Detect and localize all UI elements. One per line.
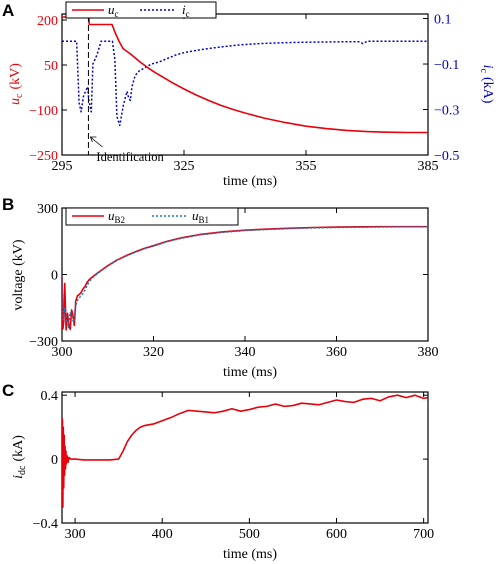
series-ub1-line	[62, 226, 428, 329]
panel-a-right-y-ticks: −0.5 −0.3 −0.1 0.1	[423, 13, 459, 164]
panel-a-y-tick-label-1: −100	[29, 104, 58, 119]
panel-letter-a: A	[2, 1, 14, 20]
series-uc-line	[62, 16, 428, 134]
panel-b-x-axis-title: time (ms)	[223, 365, 277, 380]
series-ub2-line	[62, 225, 428, 331]
panel-a-right-axis-title: ic(kA)	[478, 65, 495, 104]
panel-a-x-tick-label-2: 355	[296, 159, 317, 174]
panel-c-x-ticks: 300 400 500 600 700	[65, 392, 434, 542]
panel-a-x-ticks: 295 325 355 385	[52, 14, 439, 174]
identification-arrowhead	[89, 136, 97, 143]
panel-b-x-tick-label-1: 320	[143, 345, 164, 360]
panel-c-y-tick-label-0: −0.4	[33, 517, 58, 532]
legend-ub2-label: uB2	[108, 208, 125, 225]
panel-b-chart: 300 320 340 360 380 −300 0 300 uB2 uB1 voltage…	[11, 202, 439, 380]
panel-a-right-y-tick-label-0: −0.5	[434, 149, 459, 164]
panel-b-y-axis-title: voltage (kV)	[11, 239, 26, 310]
panel-letter-c: C	[2, 381, 14, 400]
panel-b-x-ticks: 300 320 340 360 380	[52, 208, 439, 360]
panel-c-y-axis-title: idc(kA)	[11, 435, 28, 479]
panel-b-y-tick-label-2: 300	[37, 202, 58, 217]
panel-c-x-tick-label-0: 300	[65, 527, 86, 542]
panel-c-x-tick-label-4: 700	[413, 527, 434, 542]
panel-c-y-tick-label-1: 0	[51, 453, 58, 468]
panel-a-y-tick-label-0: −250	[29, 149, 58, 164]
panel-a-right-y-tick-label-2: −0.1	[434, 58, 459, 73]
panel-a-legend: uc ic	[65, 1, 217, 19]
panel-b-x-tick-label-4: 380	[418, 345, 439, 360]
panel-a-right-y-tick-label-3: 0.1	[434, 13, 452, 28]
panel-b-y-tick-label-0: −300	[29, 335, 58, 350]
series-ic-line	[62, 40, 428, 127]
panel-a-series	[62, 16, 428, 134]
panel-c-x-tick-label-3: 600	[326, 527, 347, 542]
panel-a-frame	[61, 13, 429, 156]
panel-c-x-tick-label-1: 400	[152, 527, 173, 542]
panel-letter-b: B	[2, 195, 14, 214]
panel-c-y-ticks: −0.4 0 0.4	[33, 389, 428, 532]
panel-a-x-tick-label-0: 295	[52, 159, 73, 174]
panel-a-left-axis-title: uc(kV)	[8, 63, 25, 105]
panel-c-x-axis-title: time (ms)	[223, 547, 277, 562]
panel-a-y-tick-label-3: 200	[37, 14, 58, 29]
panel-c-series	[62, 394, 428, 508]
panel-b-series	[62, 225, 428, 331]
panel-a-left-y-ticks: −250 −100 50 200	[29, 14, 67, 164]
panel-c-y-tick-label-2: 0.4	[41, 389, 59, 404]
panel-c-frame	[61, 391, 429, 524]
legend-uc-label: uc	[108, 2, 119, 19]
panel-c-chart: 300 400 500 600 700 −0.4 0 0.4 idc(kA) time (m…	[11, 389, 434, 562]
panel-a-chart: 295 325 355 385 −250 −100 50 200 −0.5 −0.3 −0.1 0…	[8, 1, 495, 189]
panel-a-x-tick-label-3: 385	[418, 159, 439, 174]
panel-b-legend: uB2 uB1	[65, 207, 239, 226]
panel-a-x-axis-title: time (ms)	[223, 174, 277, 189]
panel-b-frame	[61, 207, 429, 342]
panel-a-x-tick-label-1: 325	[174, 159, 195, 174]
panel-b-x-tick-label-2: 340	[235, 345, 256, 360]
identification-annotation: Identification	[96, 150, 164, 164]
panel-b-y-ticks: −300 0 300	[29, 202, 428, 350]
panel-c-x-tick-label-2: 500	[239, 527, 260, 542]
series-idc-line	[62, 394, 428, 508]
panel-a-y-tick-label-2: 50	[44, 59, 58, 74]
legend-ic-label: ic	[182, 2, 190, 19]
identification-arrow	[90, 136, 103, 148]
panel-b-x-tick-label-3: 360	[326, 345, 347, 360]
legend-ub1-label: uB1	[192, 208, 209, 225]
panel-b-x-tick-label-0: 300	[52, 345, 73, 360]
panel-a-right-y-tick-label-1: −0.3	[434, 104, 459, 119]
panel-b-y-tick-label-1: 0	[51, 269, 58, 284]
